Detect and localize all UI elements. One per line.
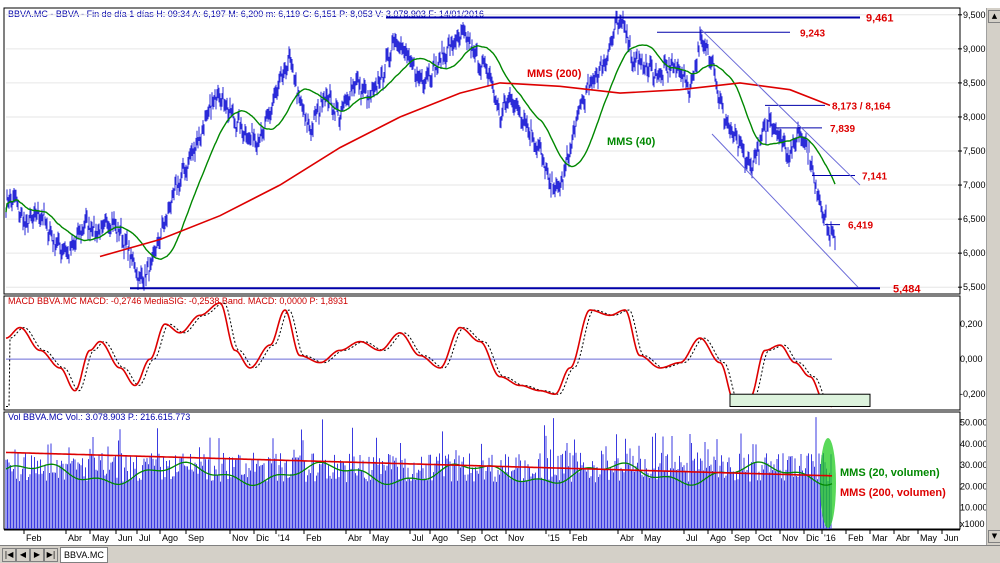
macd-header: MACD BBVA.MC MACD: -0,2746 MediaSIG: -0,… bbox=[8, 296, 348, 306]
tab-next-icon[interactable]: ▶ bbox=[30, 548, 44, 562]
volume-ma20-label: MMS (20, volumen) bbox=[840, 467, 940, 479]
tab-bbva[interactable]: BBVA.MC bbox=[60, 547, 108, 563]
level-label: 7,839 bbox=[830, 124, 855, 135]
x-tick-label: Oct bbox=[758, 533, 773, 543]
scroll-up-button[interactable]: ▲ bbox=[988, 10, 1000, 23]
x-tick-label: Oct bbox=[484, 533, 499, 543]
x-tick-label: Sep bbox=[734, 533, 750, 543]
price-header: BBVA.MC - BBVA - Fin de día 1 días H: 09… bbox=[8, 9, 484, 19]
macd-y-tick-label: 0,200 bbox=[960, 319, 983, 329]
volume-ma20-line bbox=[5, 461, 833, 487]
volume-ma200-label: MMS (200, volumen) bbox=[840, 487, 946, 499]
x-tick-label: Jul bbox=[139, 533, 151, 543]
x-tick-label: Dic bbox=[806, 533, 819, 543]
x-tick-label: Abr bbox=[896, 533, 910, 543]
vertical-scrollbar[interactable]: ▲ ▼ bbox=[986, 8, 1000, 545]
scroll-down-button[interactable]: ▼ bbox=[988, 530, 1000, 543]
x-tick-label: '16 bbox=[824, 533, 836, 543]
x-tick-label: Nov bbox=[508, 533, 525, 543]
volume-bars bbox=[5, 417, 832, 529]
volume-y-tick-label: 50.000 bbox=[960, 418, 988, 428]
x-tick-label: Feb bbox=[848, 533, 864, 543]
macd-signal-line bbox=[6, 302, 833, 407]
x-tick-label: Jun bbox=[944, 533, 959, 543]
x-tick-label: Sep bbox=[188, 533, 204, 543]
price-y-tick-label: 9,500 bbox=[963, 10, 986, 20]
x-tick-label: Jul bbox=[412, 533, 424, 543]
macd-panel bbox=[3, 295, 961, 411]
ma200-label: MMS (200) bbox=[527, 68, 582, 80]
x-tick-label: Mar bbox=[872, 533, 888, 543]
price-y-tick-label: 9,000 bbox=[963, 44, 986, 54]
price-y-tick-label: 6,000 bbox=[963, 248, 986, 258]
x-tick-label: Abr bbox=[620, 533, 634, 543]
x-tick-label: Feb bbox=[572, 533, 588, 543]
x-tick-label: '14 bbox=[278, 533, 290, 543]
volume-y-tick-label: 20.000 bbox=[960, 481, 988, 491]
volume-y-tick-label: 10.000 bbox=[960, 503, 988, 513]
price-series bbox=[5, 10, 836, 291]
x-tick-label: '15 bbox=[548, 533, 560, 543]
x-tick-label: Nov bbox=[782, 533, 799, 543]
tab-prev-icon[interactable]: ◀ bbox=[16, 548, 30, 562]
volume-y-tick-label: 40.000 bbox=[960, 439, 988, 449]
volume-highlight bbox=[820, 438, 836, 528]
volume-header: Vol BBVA.MC Vol.: 3.078.903 P.: 216.615.… bbox=[8, 412, 190, 422]
channel-upper bbox=[699, 28, 861, 186]
x-tick-label: Ago bbox=[432, 533, 448, 543]
ma200-line bbox=[99, 82, 831, 258]
price-y-tick-label: 7,000 bbox=[963, 180, 986, 190]
tab-last-icon[interactable]: ▶| bbox=[44, 548, 58, 562]
level-label: 5,484 bbox=[893, 283, 921, 295]
volume-ma200-line bbox=[5, 451, 832, 477]
price-y-tick-label: 6,500 bbox=[963, 214, 986, 224]
x-tick-label: May bbox=[372, 533, 390, 543]
x-tick-label: Feb bbox=[306, 533, 322, 543]
x-tick-label: May bbox=[644, 533, 662, 543]
level-label: 7,141 bbox=[862, 171, 887, 182]
x-tick-label: Sep bbox=[460, 533, 476, 543]
level-label: 6,419 bbox=[848, 221, 873, 232]
level-label: 9,243 bbox=[800, 28, 825, 39]
tab-first-icon[interactable]: |◀ bbox=[2, 548, 16, 562]
macd-highlight-box bbox=[729, 393, 871, 407]
price-y-tick-label: 7,500 bbox=[963, 146, 986, 156]
x-tick-label: Dic bbox=[256, 533, 269, 543]
macd-y-tick-label: -0,200 bbox=[960, 389, 986, 399]
x-tick-label: Feb bbox=[26, 533, 42, 543]
ma40-label: MMS (40) bbox=[607, 136, 656, 148]
level-label: 9,461 bbox=[866, 12, 894, 24]
x-tick-label: May bbox=[92, 533, 110, 543]
x-tick-label: Ago bbox=[162, 533, 178, 543]
x-tick-label: Abr bbox=[68, 533, 82, 543]
price-y-tick-label: 8,500 bbox=[963, 78, 986, 88]
x-tick-label: May bbox=[920, 533, 938, 543]
x-tick-label: Ago bbox=[710, 533, 726, 543]
volume-unit-label: x1000 bbox=[960, 519, 985, 529]
channel-lower bbox=[711, 133, 859, 288]
x-tick-label: Jul bbox=[686, 533, 698, 543]
price-y-tick-label: 5,500 bbox=[963, 282, 986, 292]
price-y-tick-label: 8,000 bbox=[963, 112, 986, 122]
ma40-line bbox=[5, 44, 836, 261]
macd-y-tick-label: 0,000 bbox=[960, 354, 983, 364]
volume-y-tick-label: 30.000 bbox=[960, 460, 988, 470]
tab-bar: |◀ ◀ ▶ ▶| BBVA.MC bbox=[0, 545, 1000, 563]
x-tick-label: Nov bbox=[232, 533, 249, 543]
x-tick-label: Abr bbox=[348, 533, 362, 543]
macd-line bbox=[5, 302, 833, 408]
x-tick-label: Jun bbox=[118, 533, 133, 543]
level-label: 8,173 / 8,164 bbox=[832, 101, 891, 112]
